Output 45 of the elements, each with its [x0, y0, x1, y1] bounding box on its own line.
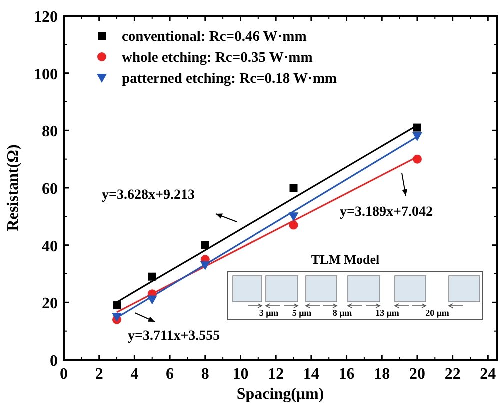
- x-axis-title: Spacing(μm): [236, 386, 324, 403]
- point: [148, 272, 156, 281]
- y-tick-label: 40: [42, 238, 58, 256]
- point: [290, 184, 298, 192]
- x-tick-label: 8: [201, 366, 210, 383]
- point: [200, 261, 210, 270]
- legend-label: whole etching: Rc=0.35 W·mm: [122, 50, 313, 66]
- annotation: y=3.711x+3.555: [128, 329, 220, 344]
- x-tick-label: 18: [374, 366, 390, 383]
- x-tick-label: 2: [95, 366, 104, 383]
- x-tick-label: 20: [409, 366, 426, 383]
- annotation: TLM Model: [311, 252, 380, 267]
- point: [113, 302, 122, 310]
- y-tick-label: 0: [50, 353, 58, 370]
- point: [413, 124, 422, 132]
- x-tick-label: 16: [338, 366, 355, 383]
- point: [289, 220, 298, 230]
- annotation: 5 μm: [292, 308, 312, 318]
- y-tick-label: 100: [34, 66, 58, 84]
- point: [147, 296, 158, 305]
- annotation: 8 μm: [332, 308, 353, 318]
- y-tick-label: 20: [42, 296, 58, 313]
- annotation: 13 μm: [376, 308, 400, 318]
- x-tick-label: 10: [232, 366, 249, 383]
- annotation: y=3.628x+9.213: [102, 188, 195, 203]
- legend-label: conventional: Rc=0.46 W·mm: [122, 29, 307, 45]
- x-tick-label: 14: [303, 366, 320, 383]
- point: [288, 212, 299, 222]
- y-tick-label: 80: [42, 124, 58, 141]
- annotation: 20 μm: [426, 308, 450, 318]
- y-tick-label: 60: [42, 181, 58, 198]
- x-tick-label: 4: [130, 366, 139, 383]
- point: [412, 154, 422, 164]
- x-tick-label: 6: [166, 366, 174, 383]
- point: [112, 313, 122, 322]
- point: [412, 132, 422, 142]
- y-axis-title: Resistant(Ω): [5, 144, 22, 232]
- annotation: y=3.189x+7.042: [340, 205, 433, 220]
- y-tick-label: 120: [34, 9, 58, 26]
- legend-label: patterned etching: Rc=0.18 W·mm: [122, 71, 337, 87]
- x-tick-label: 12: [268, 366, 284, 383]
- x-tick-label: 22: [444, 366, 461, 383]
- x-tick-label: 24: [480, 366, 496, 383]
- point: [201, 241, 210, 250]
- annotation: 3 μm: [259, 308, 280, 318]
